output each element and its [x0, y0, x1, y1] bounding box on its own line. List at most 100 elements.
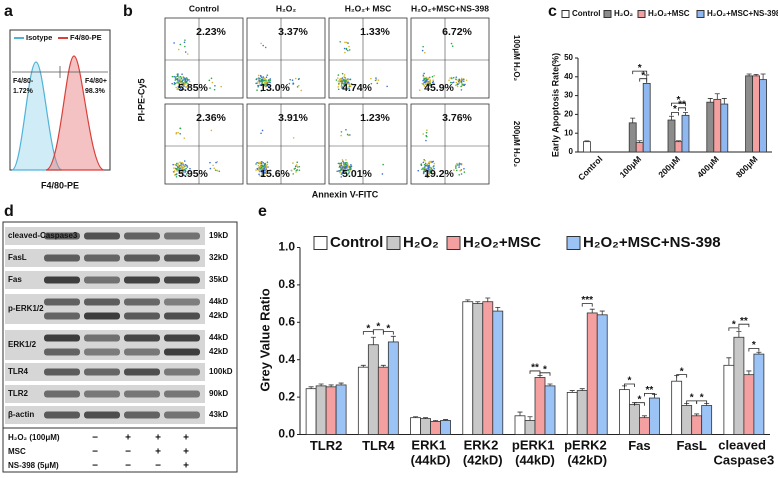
column-header: H₂O₂: [276, 3, 297, 13]
event-dot: [345, 86, 348, 89]
size-label: 32kD: [209, 253, 228, 262]
column-header: H₂O₂+MSC+NS-398: [411, 3, 489, 13]
y-tick-label: 0.8: [278, 277, 295, 291]
event-dot: [340, 176, 343, 178]
event-dot: [422, 75, 425, 78]
treatment-mark: +: [183, 447, 189, 458]
event-dot: [347, 165, 350, 168]
event-dot: [262, 84, 265, 87]
y-tick-label: 30: [564, 91, 573, 100]
event-dot: [342, 160, 344, 163]
event-dot: [341, 72, 344, 75]
legend-text: H₂O₂: [403, 234, 439, 251]
bar: [639, 417, 650, 435]
event-dot: [341, 82, 343, 85]
event-dot: [178, 78, 181, 81]
event-dot: [259, 174, 261, 177]
event-dot: [347, 78, 349, 80]
event-dot: [183, 78, 185, 81]
column-header: H₂O₂+ MSC: [345, 3, 392, 13]
event-dot: [300, 89, 303, 92]
event-dot: [345, 171, 348, 174]
event-dot: [344, 165, 346, 167]
event-dot: [220, 85, 222, 88]
event-dot: [265, 76, 268, 78]
event-dot: [345, 174, 348, 176]
event-dot: [460, 89, 463, 91]
event-dot: [348, 85, 351, 88]
event-dot: [428, 173, 431, 175]
event-dot: [430, 171, 433, 173]
event-dot: [296, 161, 299, 163]
bar: [544, 385, 556, 435]
event-dot: [260, 169, 263, 172]
event-dot: [339, 163, 341, 166]
event-dot: [422, 79, 424, 82]
event-dot: [451, 45, 454, 47]
x-tick-label: pERK1 (44kD): [512, 438, 558, 468]
event-dot: [258, 173, 260, 176]
event-dot: [269, 81, 271, 84]
bar: [387, 341, 399, 435]
treatment-mark: −: [92, 461, 98, 472]
bar: [325, 386, 337, 435]
treatment-mark: −: [125, 447, 131, 458]
event-dot: [340, 162, 343, 164]
event-dot: [266, 170, 269, 173]
gate-value: 1.72%: [13, 88, 34, 95]
event-dot: [259, 80, 261, 83]
event-dot: [179, 43, 182, 46]
quadrant-value: 45.9%: [424, 82, 454, 94]
significance-mark: *: [376, 321, 380, 332]
event-dot: [177, 75, 179, 77]
label-line: Caspase3: [714, 453, 775, 468]
event-dot: [425, 174, 427, 177]
event-dot: [182, 77, 185, 79]
label-line: ERK1: [411, 438, 449, 453]
significance-mark: *: [641, 70, 645, 81]
bar: [367, 344, 379, 435]
event-dot: [188, 169, 190, 172]
event-dot: [340, 166, 343, 168]
event-dot: [348, 49, 351, 51]
event-dot: [462, 80, 465, 82]
event-dot: [258, 82, 261, 84]
treatment-mark: +: [155, 433, 161, 444]
event-dot: [175, 86, 177, 89]
legend-swatch: [603, 10, 612, 18]
axis-label: Early Apoptosis Rate(%): [550, 53, 560, 157]
event-dot: [185, 86, 187, 88]
event-dot: [264, 81, 267, 84]
significance-mark: *: [680, 366, 684, 377]
event-dot: [256, 161, 258, 164]
event-dot: [452, 76, 455, 79]
blot-band: [44, 254, 80, 262]
treatment-mark: +: [155, 447, 161, 458]
event-dot: [269, 169, 271, 171]
blot-band: [84, 276, 120, 284]
event-dot: [345, 47, 348, 50]
event-dot: [210, 77, 213, 80]
bar: [305, 388, 317, 435]
event-dot: [260, 76, 263, 79]
row-label: 200μM H₂O₂: [512, 121, 521, 168]
error-bar: [669, 115, 674, 121]
event-dot: [173, 81, 176, 84]
bar: [462, 301, 474, 435]
event-dot: [296, 86, 299, 88]
treatment-label: MSC: [8, 447, 26, 456]
quadrant-value: 3.91%: [278, 112, 308, 124]
event-dot: [266, 163, 269, 166]
event-dot: [426, 83, 429, 85]
event-dot: [422, 133, 424, 135]
event-dot: [179, 75, 182, 78]
event-dot: [263, 167, 265, 170]
event-dot: [431, 83, 433, 86]
event-dot: [267, 85, 270, 88]
error-bar: [390, 335, 396, 342]
label-line: pERK1: [512, 438, 558, 453]
event-dot: [264, 83, 267, 85]
event-dot: [348, 168, 351, 171]
quadrant-value: 1.33%: [360, 26, 390, 38]
event-dot: [347, 42, 349, 44]
